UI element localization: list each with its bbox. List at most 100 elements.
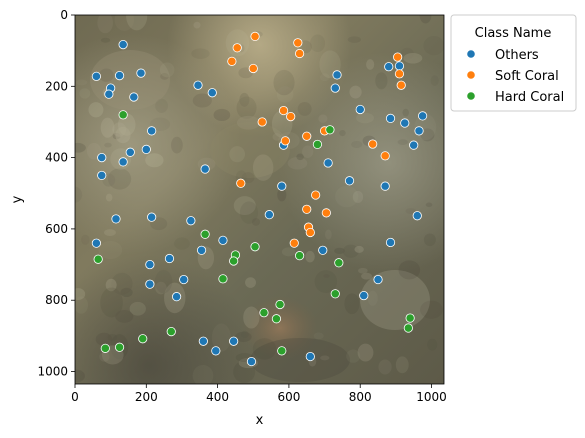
point-others [111,214,121,224]
texture-blob [86,142,102,160]
texture-blob [425,202,433,208]
texture-blob [104,142,112,148]
point-others [91,238,101,248]
point-others [412,211,422,221]
point-others [218,235,228,245]
point-soft-coral [302,131,312,141]
texture-blob [342,244,359,258]
texture-blob [252,154,274,181]
legend-label-hard-coral: Hard Coral [495,90,564,105]
texture-blob [277,188,287,202]
texture-blob [100,287,123,318]
texture-blob [95,332,113,346]
texture-blob [236,115,261,130]
texture-blob [105,278,117,292]
legend-marker-hard-coral [466,91,476,101]
texture-blob [395,356,409,374]
texture-blob [324,229,332,240]
point-others [246,356,257,367]
legend-marker-soft-coral [466,70,476,80]
y-axis: 0 200 400 600 800 1000 [37,8,75,379]
point-soft-coral [393,52,403,62]
point-others [211,346,221,356]
point-hard-coral [114,342,125,352]
x-tick-label: 800 [349,390,372,404]
point-soft-coral [295,48,305,59]
point-others [97,170,107,181]
point-hard-coral [403,323,413,333]
texture-blob [159,62,175,78]
point-soft-coral [394,69,405,79]
texture-blob [75,296,89,314]
texture-blob [351,141,363,148]
point-others [147,212,157,222]
texture-blob [344,293,360,315]
texture-blob [398,260,421,280]
reef-background-image [75,15,444,384]
point-hard-coral [277,346,287,356]
x-tick-label: 200 [135,390,158,404]
point-others [145,279,155,289]
texture-blob [320,355,330,361]
point-hard-coral [405,313,415,323]
texture-blob [75,186,83,203]
point-others [418,111,428,121]
point-others [400,118,410,128]
texture-blob [310,34,326,53]
texture-blob [98,240,123,260]
point-soft-coral [248,63,258,74]
legend-box [450,14,577,112]
point-others [164,253,175,264]
point-others [136,68,146,78]
texture-blob [273,69,295,96]
point-soft-coral [368,139,378,149]
point-others [104,89,114,99]
texture-blob [419,15,432,24]
texture-blob [76,79,88,86]
point-hard-coral [93,254,103,264]
texture-blob [297,101,312,116]
texture-blob [155,98,168,114]
texture-blob [240,330,249,339]
legend-title: Class Name [475,26,552,41]
texture-blob [229,146,246,163]
y-tick-label: 200 [45,79,68,93]
point-others [141,144,151,155]
texture-blob [97,15,114,34]
texture-blob [160,73,169,80]
texture-blob [243,306,260,329]
texture-blob [423,233,436,247]
texture-blob [211,323,231,352]
texture-blob [115,309,134,323]
texture-blob [107,333,118,341]
texture-blob [402,108,409,117]
texture-blob [252,338,277,360]
point-others [409,140,419,150]
point-soft-coral [305,227,315,238]
point-others [172,292,182,302]
texture-blob [149,117,171,131]
point-others [332,70,342,80]
point-others [373,274,383,285]
texture-blob [193,21,201,29]
texture-blob [397,139,409,145]
plot-frame [74,14,445,385]
point-hard-coral [200,229,210,239]
point-soft-coral [278,105,289,116]
texture-blob [423,36,444,56]
texture-blob [114,15,135,31]
point-others [229,336,239,346]
point-soft-coral [289,238,299,248]
legend: Class Name Others Soft Coral Hard Coral [450,14,577,112]
texture-blob [403,53,423,64]
texture-blob [346,349,361,363]
texture-blob [192,364,214,384]
point-hard-coral [330,289,340,299]
texture-blob [154,269,173,294]
point-soft-coral [257,117,267,127]
point-soft-coral [321,208,331,218]
texture-blob [296,153,304,161]
texture-blob [245,277,256,288]
texture-blob [239,92,250,107]
